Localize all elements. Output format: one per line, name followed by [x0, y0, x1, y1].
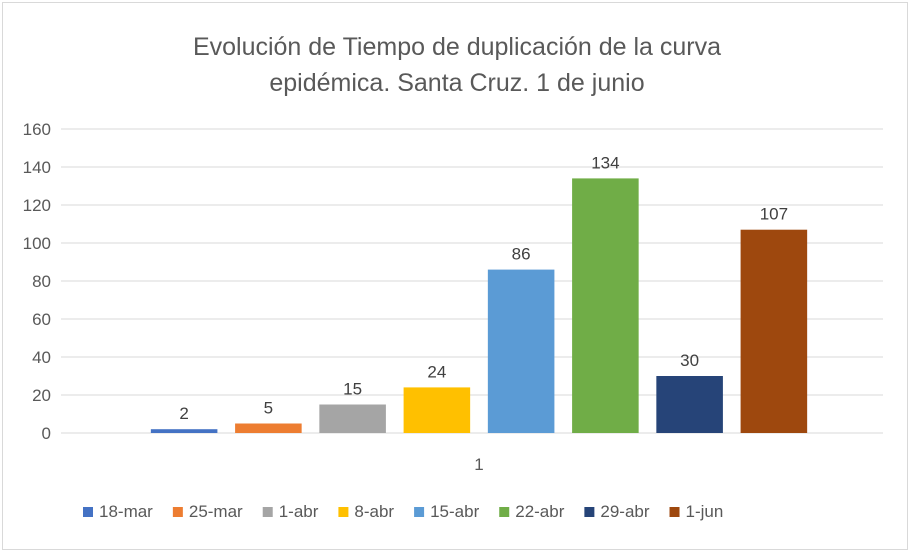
bar-18-mar: [150, 429, 218, 433]
gridlines: [61, 128, 883, 434]
chart-title-line-2: epidémica. Santa Cruz. 1 de junio: [269, 69, 644, 97]
bars: [150, 178, 808, 433]
legend-swatch-25-mar: [172, 507, 183, 517]
data-label-18-mar: 2: [179, 404, 188, 423]
bar-8-abr: [403, 387, 471, 433]
bar-1-jun: [740, 229, 808, 433]
y-tick-label: 60: [32, 310, 51, 329]
chart-area: Evolución de Tiempo de duplicación de la…: [2, 2, 908, 550]
x-category-label: 1: [474, 455, 483, 474]
data-labels: 2 5 15 24 86 134 30 107: [179, 153, 788, 423]
y-axis-ticks: 0 20 40 60 80 100 120 140 160: [23, 120, 51, 443]
bar-1-abr: [319, 404, 386, 433]
legend-label-29-abr: 29-abr: [600, 502, 649, 521]
data-label-8-abr: 24: [427, 362, 446, 381]
legend-label-18-mar: 18-mar: [99, 502, 153, 521]
legend-swatch-29-abr: [584, 507, 595, 517]
legend-label-15-abr: 15-abr: [430, 502, 479, 521]
chart-title-line-1: Evolución de Tiempo de duplicación de la…: [193, 33, 721, 61]
bar-22-abr: [572, 178, 639, 433]
legend-swatch-1-abr: [262, 507, 273, 517]
legend-label-8-abr: 8-abr: [354, 502, 394, 521]
legend-swatch-18-mar: [83, 507, 93, 517]
legend-label-1-abr: 1-abr: [279, 502, 319, 521]
y-tick-label: 160: [23, 120, 51, 139]
legend-swatch-15-abr: [414, 507, 425, 517]
y-tick-label: 80: [32, 272, 51, 291]
bar-25-mar: [235, 423, 302, 433]
bar-chart: Evolución de Tiempo de duplicación de la…: [23, 33, 883, 521]
legend-swatch-22-abr: [499, 507, 510, 517]
y-tick-label: 0: [42, 424, 51, 443]
y-tick-label: 100: [23, 234, 51, 253]
data-label-25-mar: 5: [264, 399, 273, 418]
data-label-1-abr: 15: [343, 380, 362, 399]
legend-label-1-jun: 1-jun: [686, 502, 724, 521]
legend-swatch-1-jun: [669, 507, 680, 517]
legend: 18-mar 25-mar 1-abr 8-abr 15-abr 22-abr 29-abr…: [83, 502, 723, 521]
data-label-29-abr: 30: [680, 351, 699, 370]
y-tick-label: 140: [23, 158, 51, 177]
y-tick-label: 40: [32, 348, 51, 367]
data-label-1-jun: 107: [760, 205, 788, 224]
y-tick-label: 20: [32, 386, 51, 405]
data-label-15-abr: 86: [512, 245, 531, 264]
legend-label-25-mar: 25-mar: [189, 502, 243, 521]
legend-swatch-8-abr: [338, 507, 349, 517]
data-label-22-abr: 134: [591, 153, 619, 172]
bar-15-abr: [487, 269, 555, 433]
y-tick-label: 120: [23, 196, 51, 215]
legend-label-22-abr: 22-abr: [515, 502, 564, 521]
bar-29-abr: [656, 376, 723, 433]
